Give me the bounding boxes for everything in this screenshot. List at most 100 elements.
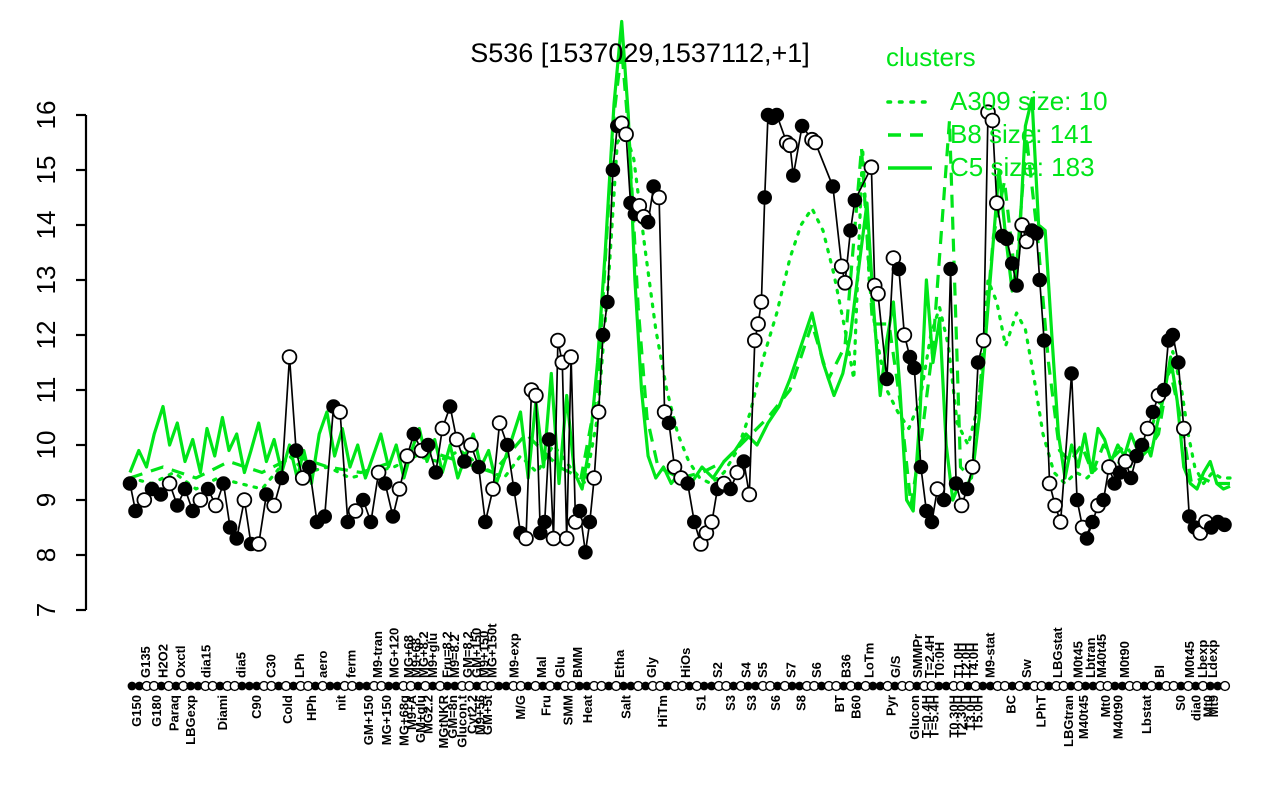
y-axis-tick-label: 12 [31, 321, 61, 350]
x-axis-label-bottom: SMM [560, 695, 575, 725]
data-point-open [1176, 420, 1192, 437]
data-point-filled [457, 454, 472, 469]
dotted-line-icon [886, 99, 934, 104]
data-point-open [590, 404, 607, 420]
x-axis-label-top: M9-tran [370, 631, 385, 678]
x-axis-label-top: M0t45 [1071, 641, 1086, 678]
axis-marker-filled [978, 681, 988, 691]
data-point-filled [385, 509, 401, 524]
data-point-filled [478, 514, 493, 530]
x-axis-label-bottom: Mt0 [1201, 695, 1216, 717]
axis-marker-filled [355, 681, 364, 691]
data-point-filled [128, 503, 143, 519]
y-axis-tick-label: 9 [31, 493, 61, 507]
x-axis-label-top: LoTm [862, 643, 877, 678]
data-point-open [746, 332, 763, 349]
x-axis-label-bottom: LBGexp [183, 695, 198, 745]
x-axis-label-bottom: M40t45 [1076, 695, 1091, 739]
y-axis-tick-label: 7 [31, 603, 61, 617]
x-axis-label-bottom: MG2.2 [421, 695, 436, 734]
axis-marker-filled [215, 681, 225, 691]
x-axis-label-top: dia15 [198, 645, 213, 678]
x-axis-label-top: G/S [888, 655, 903, 678]
x-axis-label-top: Sw [1019, 658, 1034, 678]
x-axis-label-top: LPh [292, 653, 307, 678]
x-axis-label-bottom: Mt0 [1098, 695, 1113, 717]
x-axis-label-bottom: C90 [249, 695, 264, 719]
data-point-open [550, 332, 566, 349]
data-point-filled [948, 476, 964, 491]
x-axis-label-top: M0t90 [1117, 641, 1132, 678]
x-axis-label-top: GM+150 [469, 628, 484, 678]
axis-marker-filled [333, 681, 342, 691]
data-point-open [236, 492, 253, 508]
data-point-filled [891, 261, 907, 277]
data-point-filled [1096, 492, 1111, 508]
x-axis-label-bottom: S3 [723, 695, 738, 711]
data-point-filled [572, 503, 588, 519]
data-point-filled [1009, 278, 1024, 293]
legend: clusters A309 size: 10 B8 size: 141 C5 s… [886, 42, 1108, 184]
data-point-open [563, 349, 579, 365]
data-point-open [651, 189, 667, 206]
data-point-open [347, 503, 364, 519]
data-point-filled [843, 223, 858, 238]
y-axis-tick-label: 8 [31, 548, 61, 562]
cluster-line-dotted [128, 129, 1232, 491]
data-point-filled [363, 514, 379, 530]
data-point-filled [907, 360, 922, 376]
axis-marker-filled [699, 681, 709, 691]
x-axis-label-top: S2 [710, 662, 725, 678]
x-axis-label-bottom: T=0.4H [919, 695, 934, 738]
axis-marker-filled [743, 681, 753, 691]
x-axis-label-bottom: T5.0H [971, 695, 986, 730]
data-point-filled [533, 525, 548, 541]
data-point-open [370, 464, 387, 481]
data-point-filled [274, 470, 290, 486]
data-point-filled [500, 437, 515, 453]
x-axis-label-bottom: MGtNKR [436, 694, 451, 748]
data-point-open [863, 159, 880, 176]
x-axis-label-bottom: Cold [280, 695, 295, 724]
data-point-open [250, 536, 267, 552]
data-point-open [294, 470, 311, 486]
axis-marker-filled [1110, 681, 1120, 691]
data-point-filled [1134, 437, 1150, 453]
axis-marker-filled [443, 681, 452, 691]
axis-marker-filled [773, 681, 782, 691]
data-point-open [434, 420, 451, 437]
x-axis-label-top: G135 [138, 646, 153, 678]
x-axis-label-bottom: Heat [580, 694, 595, 723]
x-axis-label-top: T1.0H [951, 643, 966, 678]
data-point-filled [736, 454, 752, 469]
x-axis-label-bottom: HPh [304, 695, 319, 721]
x-axis-label-bottom: S3 [744, 695, 759, 711]
data-point-filled [661, 415, 677, 431]
x-axis-label-top: S7 [784, 662, 799, 678]
x-axis-label-bottom: G180 [149, 695, 164, 727]
axis-marker-filled [626, 681, 636, 691]
legend-title: clusters [886, 42, 976, 72]
x-axis-label-bottom: MG+150 [379, 695, 394, 745]
data-point-filled [913, 459, 929, 475]
x-axis-label-top: Fru=8.2 [439, 631, 454, 678]
axis-marker-filled [1022, 681, 1032, 691]
x-axis-label-top: H2O2 [156, 644, 171, 678]
data-point-filled [541, 432, 557, 447]
axis-marker-filled [912, 681, 922, 691]
x-axis-label-bottom: Mt9 [1206, 695, 1221, 717]
x-axis-label-bottom: T2.30H [954, 695, 969, 738]
axis-marker-filled [1081, 681, 1090, 691]
chart-title: S536 [1537029,1537112,+1] [470, 38, 810, 68]
x-axis-label-bottom: Fru [538, 695, 553, 716]
data-point-filled [723, 481, 738, 497]
data-point-filled [582, 514, 598, 530]
data-point-filled [1107, 476, 1122, 491]
data-point-open [161, 475, 178, 492]
x-axis-label-bottom: Lbstat [1139, 694, 1154, 734]
axis-marker-filled [963, 681, 973, 691]
axis-marker-filled [787, 681, 797, 691]
axis-marker-filled [707, 681, 716, 691]
